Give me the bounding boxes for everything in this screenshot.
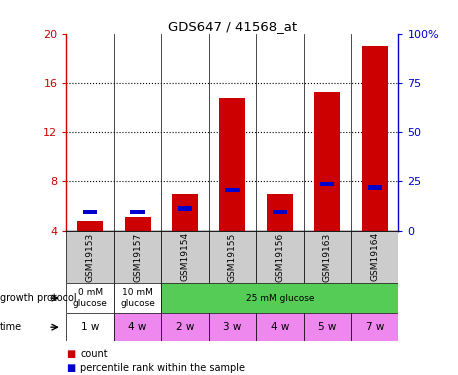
- Text: GSM19153: GSM19153: [86, 232, 95, 282]
- Text: ■: ■: [66, 350, 76, 359]
- Text: 1 w: 1 w: [81, 322, 99, 332]
- Text: GSM19156: GSM19156: [275, 232, 284, 282]
- Text: GSM19155: GSM19155: [228, 232, 237, 282]
- Bar: [209, 313, 256, 341]
- Text: 0 mM
glucose: 0 mM glucose: [73, 288, 108, 308]
- Text: 10 mM
glucose: 10 mM glucose: [120, 288, 155, 308]
- Bar: [131, 210, 145, 214]
- Bar: [114, 231, 161, 283]
- Bar: [314, 92, 340, 231]
- Bar: [66, 283, 114, 313]
- Text: growth protocol: growth protocol: [0, 293, 76, 303]
- Text: 7 w: 7 w: [365, 322, 384, 332]
- Bar: [362, 46, 388, 231]
- Bar: [114, 283, 161, 313]
- Bar: [161, 313, 209, 341]
- Bar: [77, 221, 103, 231]
- Bar: [114, 313, 161, 341]
- Bar: [256, 313, 304, 341]
- Text: ■: ■: [66, 363, 76, 373]
- Bar: [304, 313, 351, 341]
- Text: time: time: [0, 322, 22, 332]
- Bar: [256, 231, 304, 283]
- Bar: [225, 188, 240, 192]
- Bar: [178, 206, 192, 211]
- Bar: [125, 217, 151, 231]
- Bar: [219, 98, 245, 231]
- Bar: [267, 194, 293, 231]
- Bar: [304, 231, 351, 283]
- Bar: [368, 185, 382, 190]
- Text: GSM19154: GSM19154: [180, 232, 190, 281]
- Text: percentile rank within the sample: percentile rank within the sample: [80, 363, 245, 373]
- Text: 4 w: 4 w: [128, 322, 147, 332]
- Bar: [161, 231, 209, 283]
- Bar: [209, 231, 256, 283]
- Title: GDS647 / 41568_at: GDS647 / 41568_at: [168, 20, 297, 33]
- Bar: [320, 182, 334, 186]
- Text: 5 w: 5 w: [318, 322, 337, 332]
- Text: 3 w: 3 w: [223, 322, 242, 332]
- Bar: [172, 194, 198, 231]
- Text: 2 w: 2 w: [176, 322, 194, 332]
- Text: count: count: [80, 350, 108, 359]
- Bar: [351, 231, 398, 283]
- Bar: [83, 210, 97, 214]
- Bar: [66, 313, 114, 341]
- Text: GSM19163: GSM19163: [323, 232, 332, 282]
- Text: GSM19164: GSM19164: [370, 232, 379, 281]
- Text: 25 mM glucose: 25 mM glucose: [245, 294, 314, 303]
- Bar: [273, 210, 287, 214]
- Text: 4 w: 4 w: [271, 322, 289, 332]
- Bar: [66, 231, 114, 283]
- Bar: [351, 313, 398, 341]
- Text: GSM19157: GSM19157: [133, 232, 142, 282]
- Bar: [161, 283, 398, 313]
